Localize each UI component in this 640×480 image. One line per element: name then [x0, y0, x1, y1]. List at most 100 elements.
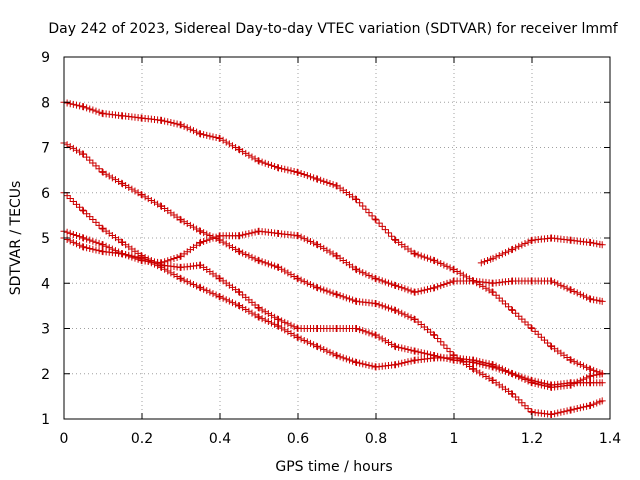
data-point-marker — [583, 374, 591, 382]
data-point-marker — [141, 256, 149, 264]
data-point-marker — [119, 180, 126, 188]
data-point-marker — [138, 191, 146, 199]
data-point-marker — [469, 365, 477, 373]
data-point-marker — [158, 116, 165, 124]
data-point-marker — [395, 343, 403, 351]
data-point-marker — [476, 369, 484, 377]
data-point-marker — [411, 288, 419, 296]
data-point-marker — [294, 275, 302, 283]
x-tick-label: 0.8 — [365, 431, 387, 447]
chart-title: Day 242 of 2023, Sidereal Day-to-day VTE… — [48, 21, 618, 37]
data-point-marker — [173, 120, 181, 128]
data-point-marker — [353, 325, 360, 332]
data-point-marker — [317, 344, 325, 352]
data-point-marker — [297, 335, 305, 343]
data-point-marker — [167, 119, 175, 127]
data-point-marker — [598, 241, 606, 249]
data-point-marker — [89, 237, 97, 245]
data-point-marker — [573, 289, 581, 297]
data-point-marker — [212, 233, 220, 241]
data-point-marker — [378, 302, 386, 310]
data-point-marker — [384, 304, 392, 312]
data-point-marker — [76, 203, 84, 211]
data-point-marker — [371, 215, 379, 223]
data-point-marker — [275, 164, 282, 172]
data-point-marker — [508, 390, 516, 398]
data-point-marker — [131, 187, 139, 195]
data-point-marker — [392, 343, 399, 351]
data-point-marker — [515, 396, 523, 404]
data-point-marker — [515, 312, 523, 320]
data-point-marker — [362, 270, 370, 278]
data-point-marker — [570, 287, 578, 295]
data-point-marker — [242, 149, 250, 157]
data-point-marker — [197, 239, 204, 247]
data-point-marker — [518, 241, 526, 249]
data-point-marker — [173, 253, 181, 261]
data-point-marker — [193, 128, 201, 136]
data-point-marker — [587, 401, 594, 409]
data-point-marker — [593, 371, 601, 379]
data-point-marker — [300, 171, 308, 179]
data-point-marker — [470, 356, 477, 364]
data-point-marker — [375, 301, 383, 309]
data-point-marker — [219, 238, 227, 246]
data-point-marker — [278, 265, 286, 273]
data-point-marker — [206, 132, 214, 140]
data-point-marker — [544, 382, 552, 390]
data-point-marker — [414, 251, 422, 259]
data-point-marker — [86, 213, 94, 221]
data-point-marker — [381, 303, 389, 311]
data-point-marker — [563, 284, 571, 292]
tick-layer — [63, 56, 611, 420]
data-point-marker — [431, 284, 438, 292]
series-sat-a — [60, 98, 606, 378]
data-point-marker — [245, 230, 253, 238]
data-point-marker — [489, 254, 497, 262]
data-point-marker — [492, 362, 500, 370]
data-point-marker — [200, 131, 208, 139]
data-point-marker — [407, 287, 415, 295]
data-point-marker — [290, 272, 298, 280]
data-point-marker — [167, 256, 175, 264]
data-point-marker — [89, 245, 97, 253]
data-point-marker — [287, 167, 295, 175]
data-point-marker — [284, 269, 292, 277]
data-point-marker — [326, 180, 334, 188]
data-point-marker — [401, 345, 409, 353]
data-point-marker — [567, 406, 575, 414]
data-point-marker — [329, 250, 337, 258]
data-point-marker — [356, 199, 364, 207]
x-tick-label: 0.4 — [209, 431, 231, 447]
data-point-marker — [598, 379, 606, 387]
data-point-marker — [404, 358, 412, 366]
data-point-marker — [590, 400, 598, 408]
data-point-marker — [524, 405, 532, 413]
data-point-marker — [161, 258, 169, 266]
data-point-marker — [566, 356, 574, 364]
data-point-marker — [63, 228, 71, 236]
data-point-marker — [180, 218, 188, 226]
data-point-marker — [590, 371, 598, 379]
data-point-marker — [372, 331, 380, 339]
data-point-marker — [518, 315, 526, 323]
data-point-marker — [501, 249, 509, 257]
data-point-marker — [164, 267, 172, 275]
data-point-marker — [80, 150, 87, 158]
data-point-marker — [375, 333, 383, 341]
data-point-marker — [306, 339, 314, 347]
data-point-marker — [573, 378, 581, 386]
x-tick-labels: 0 0.2 0.4 0.6 0.8 1 1.2 1.4 — [60, 431, 622, 447]
data-point-marker — [505, 368, 513, 376]
data-point-marker — [164, 118, 172, 126]
data-point-marker — [521, 376, 529, 384]
data-point-marker — [427, 255, 435, 263]
data-point-marker — [505, 247, 513, 255]
data-point-marker — [579, 403, 587, 411]
data-point-marker — [353, 358, 360, 366]
data-point-marker — [66, 143, 74, 151]
data-point-marker — [271, 163, 279, 171]
data-point-marker — [570, 405, 578, 413]
data-point-marker — [567, 356, 575, 364]
data-point-marker — [278, 324, 286, 332]
